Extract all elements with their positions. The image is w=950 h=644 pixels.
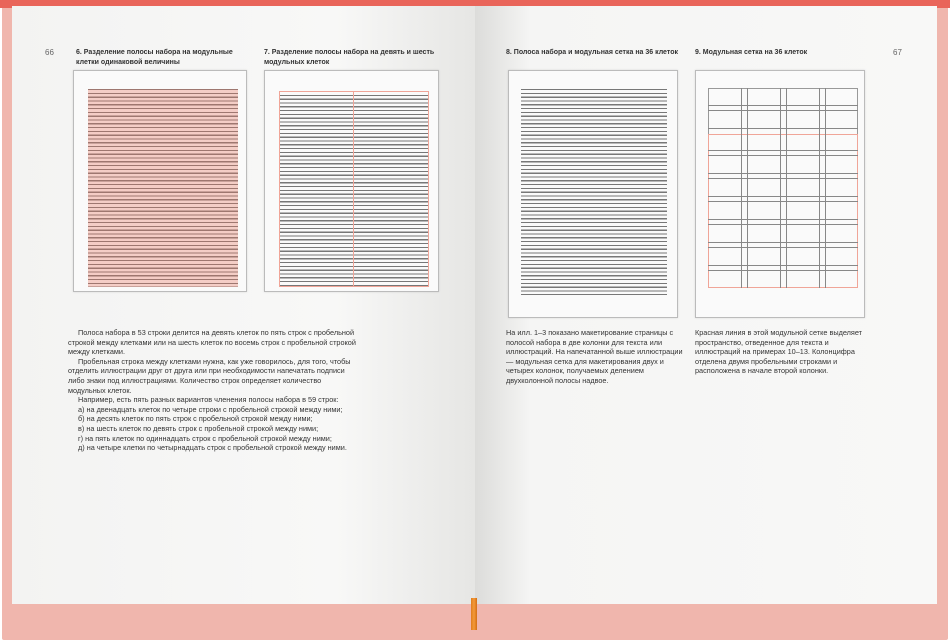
figure9-caption: 9. Модульная сетка на 36 клеток bbox=[695, 49, 808, 56]
page-number: 67 bbox=[893, 48, 902, 57]
paragraph: Пробельная строка между клетками нужна, … bbox=[68, 356, 351, 395]
paragraph: Полоса набора в 53 строки делится на дев… bbox=[68, 328, 356, 357]
list-item: г) на пять клеток по одиннадцать строк с… bbox=[78, 433, 332, 443]
figure6-page-thumbnail bbox=[73, 70, 247, 292]
list-item: а) на двенадцать клеток по четыре строки… bbox=[78, 404, 343, 414]
figure7-red-column-line bbox=[279, 91, 354, 287]
figure8-caption: 8. Полоса набора и модульная сетка на 36… bbox=[506, 49, 678, 56]
figure9-page-thumbnail bbox=[695, 70, 865, 318]
book-cover-top-edge bbox=[0, 0, 950, 8]
figure7-text-block bbox=[279, 91, 429, 287]
left-body-text: Полоса набора в 53 строки делится на дев… bbox=[68, 328, 358, 453]
figure8-page-thumbnail bbox=[508, 70, 678, 318]
figure6-text-block bbox=[88, 89, 238, 287]
figure8-text-block bbox=[521, 89, 667, 295]
list-item: б) на десять клеток по пять строк с проб… bbox=[78, 414, 313, 424]
figure7-page-thumbnail bbox=[264, 70, 439, 292]
figure6-module-cells bbox=[88, 89, 238, 287]
figure9-red-text-area bbox=[708, 134, 858, 288]
bookmark-ribbon bbox=[471, 598, 477, 630]
figure8-description: На илл. 1–3 показано макетирование стран… bbox=[506, 328, 683, 385]
list-item: д) на четыре клетки по четырнадцать стро… bbox=[78, 443, 347, 453]
figure7-caption: 7. Разделение полосы набора на девять и … bbox=[264, 49, 435, 66]
paragraph: Например, есть пять разных вариантов чле… bbox=[78, 395, 339, 405]
figure6-caption: 6. Разделение полосы набора на модульные… bbox=[76, 49, 233, 66]
left-page: 66 6. Разделение полосы набора на модуль… bbox=[12, 6, 475, 604]
figure7-red-grid bbox=[279, 91, 429, 287]
figure9-description: Красная линия в этой модульной сетке выд… bbox=[695, 328, 863, 376]
list-item: в) на шесть клеток по девять строк с про… bbox=[78, 423, 319, 433]
right-page: 8. Полоса набора и модульная сетка на 36… bbox=[475, 6, 937, 604]
page-number: 66 bbox=[45, 48, 54, 57]
